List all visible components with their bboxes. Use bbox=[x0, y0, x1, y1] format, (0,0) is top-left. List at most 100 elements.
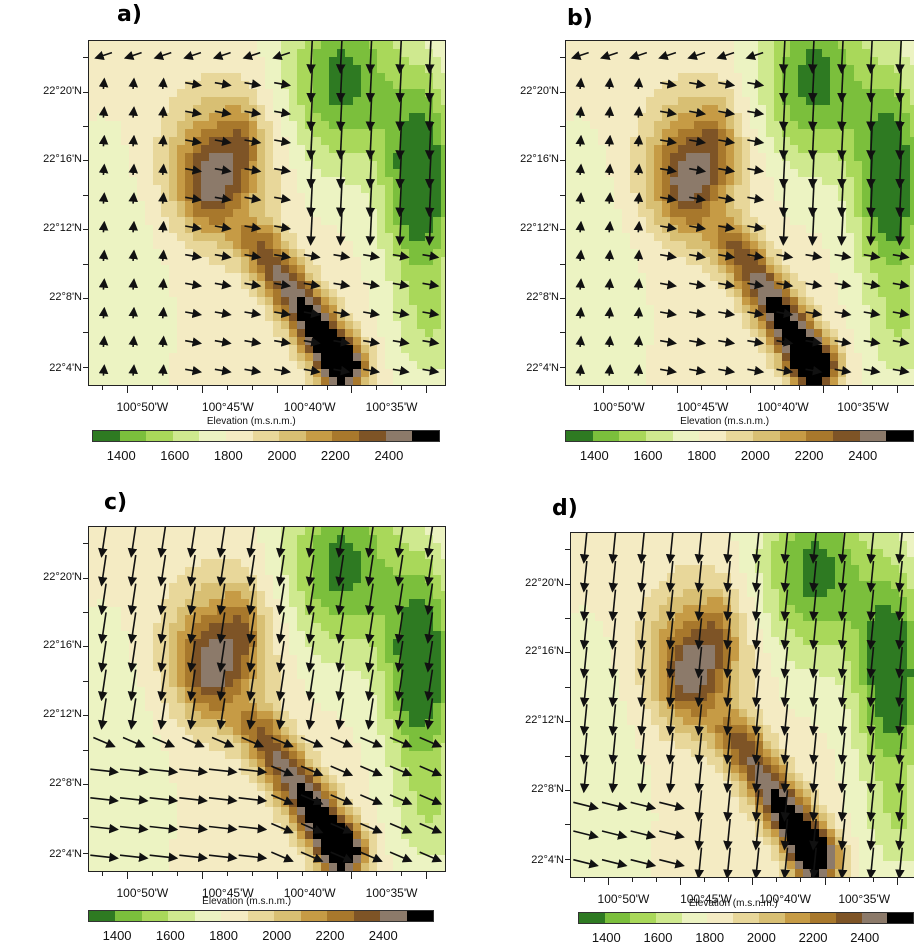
wind-arrow bbox=[604, 106, 615, 118]
latitude-label: 22°20'N bbox=[520, 84, 559, 97]
wind-arrow bbox=[689, 79, 707, 89]
wind-arrow bbox=[575, 364, 586, 376]
wind-arrow bbox=[866, 589, 877, 622]
latitude-tick bbox=[83, 298, 88, 299]
wind-arrow bbox=[866, 210, 876, 246]
latitude-label: 22°8'N bbox=[49, 777, 82, 789]
wind-arrow bbox=[809, 761, 819, 794]
longitude-tick bbox=[776, 877, 778, 882]
colorbar-swatch bbox=[707, 913, 734, 923]
wind-arrow bbox=[863, 251, 881, 261]
longitude-tick bbox=[201, 871, 203, 879]
wind-arrow bbox=[300, 851, 324, 863]
latitude-label: 22°8'N bbox=[531, 783, 564, 795]
panel-label-b: b) bbox=[567, 6, 593, 31]
longitude-tick bbox=[226, 385, 228, 390]
colorbar-swatch bbox=[305, 431, 333, 441]
wind-arrow bbox=[637, 732, 647, 765]
elevation-colorbar bbox=[578, 912, 914, 924]
wind-arrow bbox=[300, 794, 324, 806]
wind-arrow bbox=[866, 152, 876, 189]
wind-arrow bbox=[128, 278, 139, 290]
wind-arrow bbox=[216, 640, 227, 673]
latitude-tick bbox=[560, 91, 565, 93]
wind-arrow bbox=[128, 364, 139, 376]
wind-arrow bbox=[424, 583, 434, 616]
wind-arrow bbox=[637, 618, 647, 650]
wind-arrow bbox=[271, 851, 294, 863]
longitude-tick bbox=[798, 385, 800, 390]
colorbar-swatch bbox=[630, 913, 657, 923]
colorbar-swatch bbox=[887, 913, 913, 923]
wind-arrow bbox=[809, 732, 819, 765]
wind-arrow bbox=[778, 152, 789, 189]
colorbar-title: Elevation (m.s.n.m.) bbox=[680, 416, 770, 427]
colorbar-title: Elevation (m.s.n.m.) bbox=[202, 896, 292, 907]
colorbar-tick-label: 1600 bbox=[643, 930, 673, 945]
wind-arrow bbox=[98, 612, 108, 644]
wind-arrow bbox=[660, 193, 678, 204]
colorbar-tick-label: 2400 bbox=[848, 448, 878, 463]
wind-arrow bbox=[866, 618, 877, 650]
wind-arrow bbox=[895, 847, 905, 877]
wind-arrow bbox=[419, 794, 443, 806]
wind-arrow bbox=[246, 554, 256, 587]
wind-arrow bbox=[660, 136, 678, 147]
wind-arrow bbox=[837, 646, 848, 679]
wind-arrow bbox=[98, 335, 109, 348]
wind-arrow bbox=[238, 795, 268, 805]
wind-arrow bbox=[747, 107, 765, 118]
wind-arrow bbox=[238, 823, 268, 834]
wind-arrow bbox=[608, 533, 619, 564]
wind-arrow bbox=[780, 847, 791, 877]
wind-arrow bbox=[246, 612, 256, 644]
wind-arrow bbox=[244, 165, 262, 175]
longitude-tick bbox=[401, 385, 403, 390]
wind-arrow bbox=[809, 790, 819, 822]
colorbar-tick-label: 1400 bbox=[102, 928, 132, 943]
wind-arrow bbox=[694, 704, 705, 736]
wind-arrow bbox=[119, 823, 149, 834]
wind-arrow bbox=[271, 822, 294, 834]
wind-arrow bbox=[579, 761, 590, 794]
wind-arrow bbox=[98, 669, 108, 702]
wind-arrow bbox=[127, 554, 138, 587]
wind-arrow bbox=[665, 675, 676, 708]
wind-arrow bbox=[335, 554, 345, 587]
wind-arrow bbox=[305, 612, 316, 644]
wind-arrow bbox=[573, 830, 599, 840]
wind-arrow bbox=[608, 560, 619, 593]
wind-arrow bbox=[809, 589, 819, 622]
wind-arrow bbox=[246, 698, 256, 730]
wind-arrow bbox=[837, 732, 848, 765]
latitude-tick bbox=[565, 618, 570, 619]
wind-arrow bbox=[389, 851, 413, 863]
wind-arrow bbox=[689, 337, 707, 347]
wind-arrow bbox=[244, 107, 262, 118]
wind-arrow bbox=[837, 704, 848, 736]
latitude-tick bbox=[565, 652, 570, 654]
longitude-label: 100°45'W bbox=[201, 400, 254, 414]
wind-arrow bbox=[363, 337, 381, 347]
wind-arrow bbox=[271, 765, 294, 777]
wind-arrow bbox=[633, 192, 644, 204]
latitude-label: 22°16'N bbox=[43, 153, 82, 166]
wind-arrow bbox=[303, 251, 321, 261]
wind-arrow bbox=[866, 761, 877, 794]
wind-arrow bbox=[306, 41, 316, 74]
longitude-tick bbox=[896, 385, 898, 393]
map-svg-a bbox=[89, 41, 445, 385]
wind-arrow bbox=[185, 136, 203, 147]
latitude-tick bbox=[560, 332, 565, 334]
wind-arrow bbox=[723, 675, 733, 708]
wind-arrow bbox=[90, 852, 119, 863]
wind-arrow bbox=[659, 830, 685, 840]
wind-arrow bbox=[330, 822, 354, 834]
wind-arrow bbox=[809, 618, 819, 650]
longitude-tick bbox=[823, 385, 825, 393]
wind-arrow bbox=[214, 165, 232, 175]
longitude-tick bbox=[127, 871, 129, 879]
wind-arrow bbox=[895, 790, 905, 822]
wind-arrow bbox=[660, 165, 678, 175]
wind-arrow bbox=[604, 278, 615, 290]
